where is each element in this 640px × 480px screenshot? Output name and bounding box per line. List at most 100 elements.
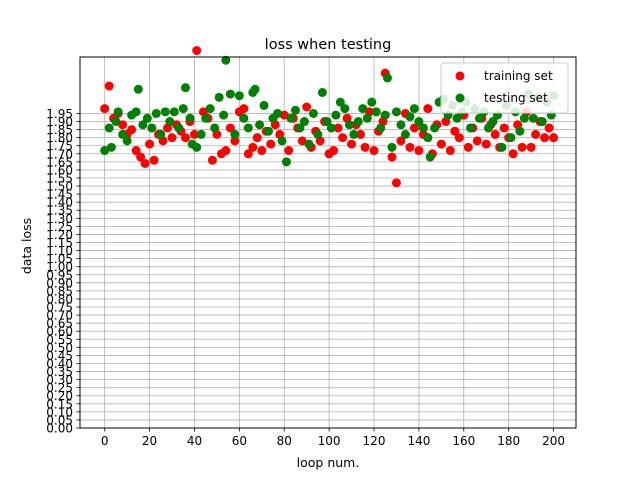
- data-point: [151, 108, 161, 118]
- data-point: [329, 146, 339, 156]
- y-tick-label: 0.10: [46, 405, 73, 419]
- data-point: [481, 139, 491, 149]
- y-tick-label: 1.65: [46, 155, 73, 169]
- legend-frame: [440, 62, 569, 114]
- data-point: [266, 139, 276, 149]
- y-tick-label: 0.50: [46, 341, 73, 355]
- data-point: [423, 104, 433, 114]
- data-point: [549, 133, 559, 143]
- y-tick-label: 0.35: [46, 365, 73, 379]
- data-point: [423, 133, 433, 143]
- data-point: [131, 107, 141, 117]
- y-tick-label: 1.35: [46, 204, 73, 218]
- data-point: [165, 117, 175, 127]
- data-point: [149, 155, 159, 165]
- x-tick-label: 160: [452, 434, 475, 448]
- data-point: [127, 125, 137, 135]
- data-point: [118, 120, 128, 130]
- data-point: [497, 142, 507, 152]
- x-axis-ticks: 0 20 40 60 80 100 120 140 160 180 200: [101, 428, 565, 448]
- data-point: [326, 123, 336, 133]
- data-point: [295, 123, 305, 133]
- data-point: [544, 123, 554, 133]
- y-tick-label: 0.45: [46, 349, 73, 363]
- data-point: [349, 129, 359, 139]
- x-tick-label: 20: [142, 434, 157, 448]
- legend-label-training: training set: [484, 69, 553, 83]
- data-point: [391, 178, 401, 188]
- data-point: [490, 129, 500, 139]
- x-tick-label: 40: [187, 434, 202, 448]
- data-point: [335, 97, 345, 107]
- data-point: [156, 129, 166, 139]
- data-point: [185, 113, 195, 123]
- y-tick-label: 1.45: [46, 188, 73, 202]
- data-point: [528, 113, 538, 123]
- data-point: [142, 113, 152, 123]
- data-point: [219, 110, 229, 120]
- data-point: [414, 117, 424, 127]
- data-point: [201, 113, 211, 123]
- y-axis-label: data loss: [19, 218, 34, 274]
- data-points: [100, 46, 559, 188]
- data-point: [302, 102, 312, 112]
- data-point: [234, 91, 244, 101]
- y-tick-label: 1.70: [46, 147, 73, 161]
- y-tick-label: 0.00: [46, 422, 73, 436]
- data-point: [463, 142, 473, 152]
- data-point: [454, 133, 464, 143]
- data-point: [111, 117, 121, 127]
- y-tick-label: 1.20: [46, 228, 73, 242]
- y-tick-label: 0.60: [46, 325, 73, 339]
- data-point: [414, 146, 424, 156]
- y-tick-label: 1.30: [46, 212, 73, 226]
- data-point: [331, 110, 341, 120]
- data-point: [400, 129, 410, 139]
- data-point: [317, 87, 327, 97]
- data-point: [131, 146, 141, 156]
- data-point: [230, 136, 240, 146]
- data-point: [362, 113, 372, 123]
- x-tick-label: 140: [407, 434, 430, 448]
- data-point: [472, 136, 482, 146]
- data-point: [445, 146, 455, 156]
- y-tick-label: 1.55: [46, 171, 73, 185]
- data-point: [239, 113, 249, 123]
- data-point: [313, 129, 323, 139]
- data-point: [531, 129, 541, 139]
- data-point: [255, 120, 265, 130]
- y-axis-ticks: 0.000.050.100.150.200.250.300.350.400.45…: [46, 107, 80, 436]
- data-point: [452, 113, 462, 123]
- data-point: [239, 104, 249, 114]
- data-point: [210, 123, 220, 133]
- data-point: [499, 123, 509, 133]
- data-point: [382, 73, 392, 83]
- y-tick-label: 1.50: [46, 180, 73, 194]
- data-point: [230, 129, 240, 139]
- y-tick-label: 1.00: [46, 260, 73, 274]
- data-point: [189, 129, 199, 139]
- data-point: [537, 117, 547, 127]
- data-point: [405, 142, 415, 152]
- data-point: [308, 108, 318, 118]
- data-point: [106, 142, 116, 152]
- chart-title: loss when testing: [265, 37, 392, 53]
- data-point: [376, 123, 386, 133]
- y-tick-label: 0.55: [46, 333, 73, 347]
- data-point: [387, 152, 397, 162]
- data-point: [290, 105, 300, 115]
- data-point: [252, 133, 262, 143]
- data-point: [160, 107, 170, 117]
- data-point: [221, 146, 231, 156]
- data-point: [358, 104, 368, 114]
- y-tick-label: 1.05: [46, 252, 73, 266]
- x-tick-label: 100: [318, 434, 341, 448]
- data-point: [299, 117, 309, 127]
- data-point: [133, 84, 143, 94]
- data-point: [340, 104, 350, 114]
- data-point: [140, 158, 150, 168]
- data-point: [104, 81, 114, 91]
- data-point: [136, 152, 146, 162]
- data-point: [250, 84, 260, 94]
